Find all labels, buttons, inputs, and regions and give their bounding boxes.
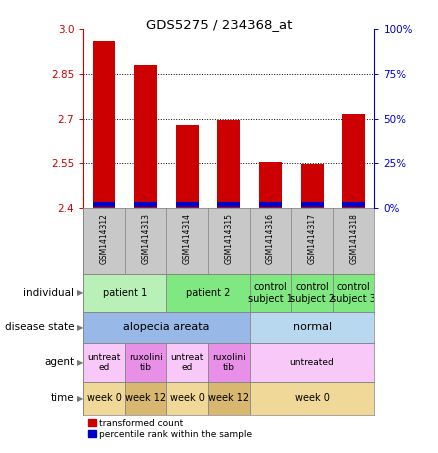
Bar	[333, 274, 374, 312]
Text: disease state: disease state	[5, 323, 74, 333]
Text: alopecia areata: alopecia areata	[123, 323, 210, 333]
Bar	[250, 312, 374, 343]
Bar	[83, 312, 250, 343]
Text: patient 2: patient 2	[186, 288, 230, 298]
Bar	[217, 120, 240, 208]
Text: control
subject 2: control subject 2	[290, 282, 335, 304]
Text: ▶: ▶	[77, 358, 83, 367]
Bar	[92, 202, 116, 207]
Bar	[166, 343, 208, 382]
Bar	[125, 343, 166, 382]
Bar	[134, 65, 157, 208]
Bar	[250, 343, 374, 382]
Text: week 12: week 12	[125, 393, 166, 403]
Text: GSM1414317: GSM1414317	[307, 213, 317, 264]
Text: GSM1414313: GSM1414313	[141, 213, 150, 264]
Bar	[259, 202, 282, 207]
Bar	[176, 202, 199, 207]
Text: normal: normal	[293, 323, 332, 333]
Bar	[342, 114, 365, 208]
Bar	[259, 162, 282, 208]
Text: untreated: untreated	[290, 358, 335, 367]
Bar	[134, 202, 157, 207]
Bar	[342, 202, 365, 207]
Bar	[166, 382, 208, 414]
Text: week 12: week 12	[208, 393, 249, 403]
Text: ▶: ▶	[77, 323, 83, 332]
Text: ▶: ▶	[77, 288, 83, 297]
Bar	[83, 343, 125, 382]
Text: GSM1414312: GSM1414312	[99, 213, 109, 264]
Bar	[83, 274, 166, 312]
Text: control
subject 1: control subject 1	[248, 282, 293, 304]
Text: week 0: week 0	[170, 393, 205, 403]
Legend: transformed count, percentile rank within the sample: transformed count, percentile rank withi…	[88, 419, 253, 439]
Text: GDS5275 / 234368_at: GDS5275 / 234368_at	[146, 18, 292, 31]
Text: GSM1414315: GSM1414315	[224, 213, 233, 264]
Text: patient 1: patient 1	[102, 288, 147, 298]
Text: untreat
ed: untreat ed	[87, 352, 121, 372]
Text: ruxolini
tib: ruxolini tib	[212, 352, 246, 372]
Bar	[250, 382, 374, 414]
Text: untreat
ed: untreat ed	[170, 352, 204, 372]
Bar	[300, 202, 324, 207]
Text: week 0: week 0	[87, 393, 121, 403]
Text: time: time	[51, 393, 74, 403]
Text: GSM1414314: GSM1414314	[183, 213, 192, 264]
Text: ▶: ▶	[77, 394, 83, 403]
Text: individual: individual	[24, 288, 74, 298]
Bar	[92, 41, 116, 208]
Bar	[250, 274, 291, 312]
Bar	[217, 202, 240, 207]
Bar	[83, 382, 125, 414]
Bar	[166, 274, 250, 312]
Bar	[208, 343, 250, 382]
Text: GSM1414316: GSM1414316	[266, 213, 275, 264]
Text: week 0: week 0	[295, 393, 329, 403]
Text: control
subject 3: control subject 3	[331, 282, 376, 304]
Text: GSM1414318: GSM1414318	[349, 213, 358, 264]
Bar	[125, 382, 166, 414]
Bar	[176, 125, 199, 208]
Text: ruxolini
tib: ruxolini tib	[129, 352, 162, 372]
Bar	[300, 164, 324, 208]
Bar	[208, 382, 250, 414]
Text: agent: agent	[44, 357, 74, 367]
Bar	[291, 274, 333, 312]
